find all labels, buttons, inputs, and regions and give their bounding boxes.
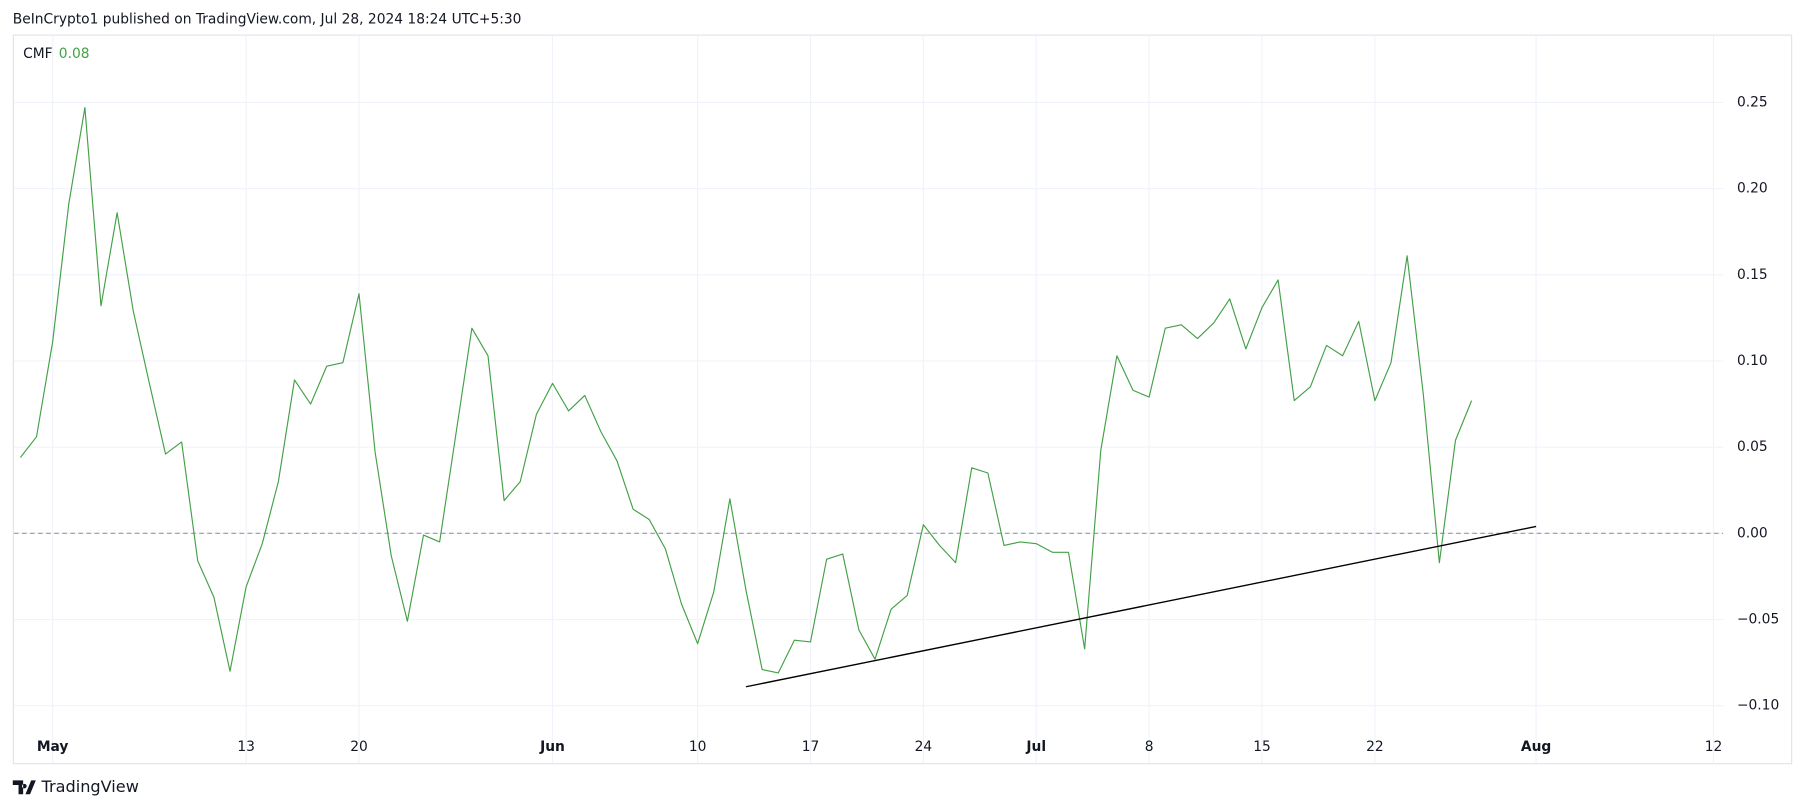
brand-logo xyxy=(12,780,36,795)
header-title: BeInCrypto1 published on TradingView.com… xyxy=(13,12,522,28)
y-tick-label: 0.00 xyxy=(1737,525,1768,541)
indicator-value: 0.08 xyxy=(59,46,90,62)
x-tick-label: 13 xyxy=(237,739,255,755)
brand-name: TradingView xyxy=(41,777,139,796)
x-tick-label: 8 xyxy=(1145,739,1154,755)
x-tick-label: Aug xyxy=(1521,739,1551,755)
x-tick-label: 12 xyxy=(1705,739,1723,755)
x-tick-label: Jul xyxy=(1025,739,1046,755)
y-tick-label: −0.10 xyxy=(1737,698,1779,714)
y-tick-label: 0.10 xyxy=(1737,353,1768,369)
indicator-name: CMF xyxy=(23,46,53,62)
x-tick-label: 22 xyxy=(1366,739,1384,755)
y-tick-label: 0.15 xyxy=(1737,267,1768,283)
x-tick-label: Jun xyxy=(539,739,565,755)
x-tick-label: May xyxy=(37,739,69,755)
trend-line xyxy=(745,525,1537,688)
x-tick-label: 10 xyxy=(689,739,707,755)
y-tick-label: 0.05 xyxy=(1737,439,1768,455)
y-tick-label: 0.20 xyxy=(1737,181,1768,197)
chart-frame xyxy=(12,34,1793,765)
cmf-line xyxy=(19,106,1473,674)
x-tick-label: 20 xyxy=(350,739,368,755)
x-tick-label: 17 xyxy=(802,739,820,755)
x-tick-label: 24 xyxy=(915,739,933,755)
y-tick-label: −0.05 xyxy=(1737,612,1779,628)
x-tick-label: 15 xyxy=(1253,739,1271,755)
y-tick-label: 0.25 xyxy=(1737,94,1768,110)
